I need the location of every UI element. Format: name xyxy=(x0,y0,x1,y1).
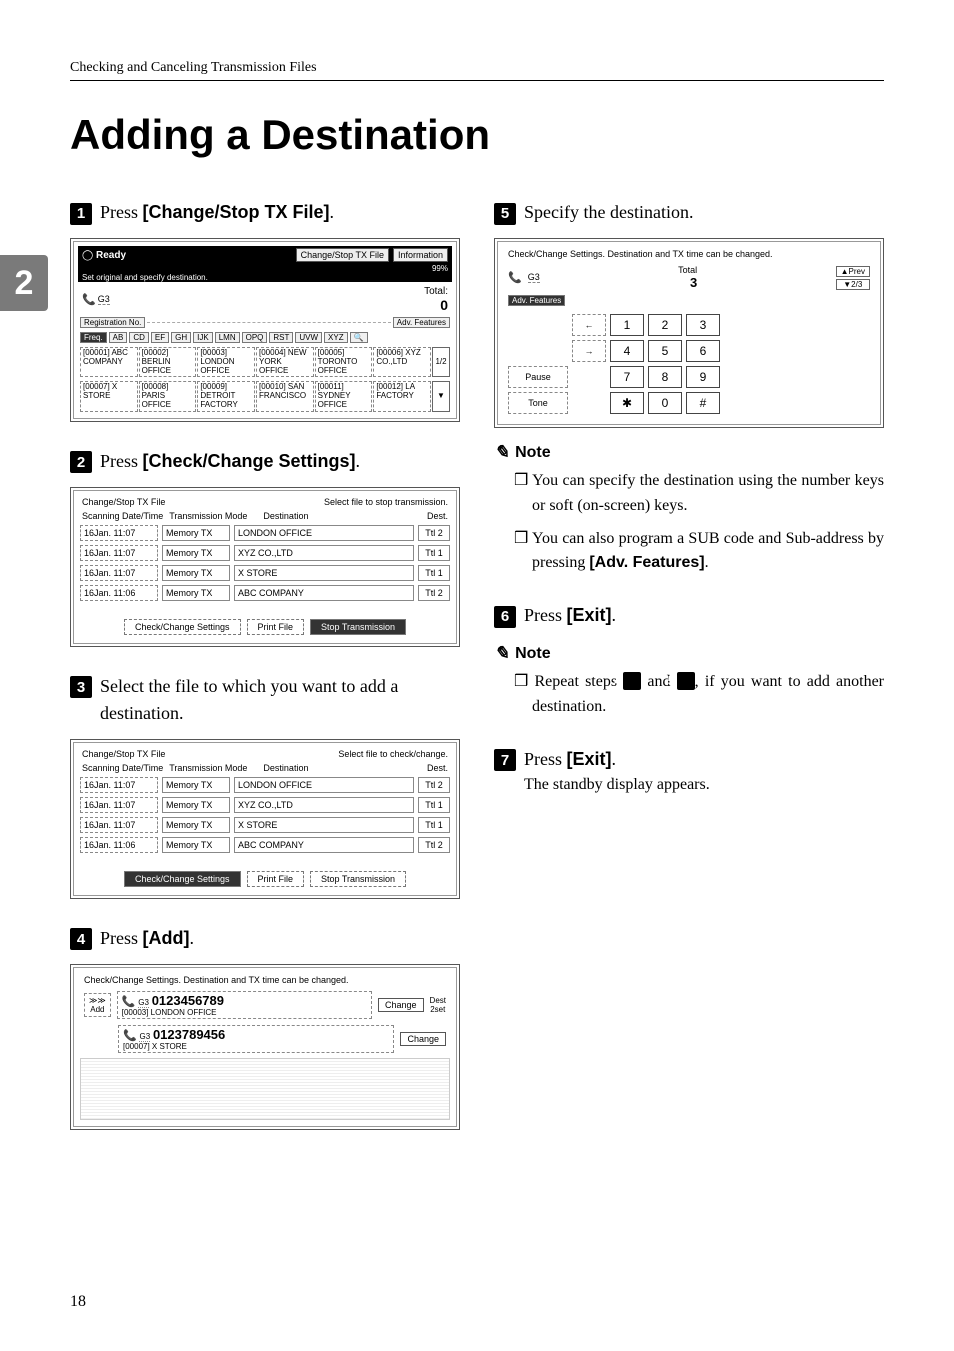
note-list-6: Repeat steps 4 and 5, if you want to add… xyxy=(494,670,884,720)
screenshot-ready: ◯ Ready Change/Stop TX File Information … xyxy=(70,238,460,422)
screenshot-file-list-check: Change/Stop TX File Select file to check… xyxy=(70,739,460,899)
chapter-tab: 2 xyxy=(0,255,48,311)
standby-text: The standby display appears. xyxy=(524,773,884,798)
pencil-icon xyxy=(494,643,509,664)
note-heading-6: Note xyxy=(494,643,884,664)
screenshot-file-list-stop: Change/Stop TX File Select file to stop … xyxy=(70,487,460,647)
step-7-text: Press [Exit]. xyxy=(524,746,616,773)
note-heading: Note xyxy=(494,442,884,463)
step-number-1: 1 xyxy=(70,203,92,225)
screenshot-add: Check/Change Settings. Destination and T… xyxy=(70,964,460,1130)
step-4-text: Press [Add]. xyxy=(100,925,194,952)
step-2-text: Press [Check/Change Settings]. xyxy=(100,448,360,475)
step-1-text: Press [Change/Stop TX File]. xyxy=(100,199,334,226)
step-number-6: 6 xyxy=(494,606,516,628)
step-number-5: 5 xyxy=(494,203,516,225)
step-3-text: Select the file to which you want to add… xyxy=(100,673,460,727)
page-number: 18 xyxy=(70,1293,86,1311)
step-number-4: 4 xyxy=(70,928,92,950)
note-list-5: You can specify the destination using th… xyxy=(494,469,884,576)
step-number-2: 2 xyxy=(70,451,92,473)
screenshot-keypad: Check/Change Settings. Destination and T… xyxy=(494,238,884,428)
page-title: Adding a Destination xyxy=(70,111,884,159)
step-6-text: Press [Exit]. xyxy=(524,602,616,629)
step-number-7: 7 xyxy=(494,749,516,771)
step-5-text: Specify the destination. xyxy=(524,199,693,226)
breadcrumb: Checking and Canceling Transmission File… xyxy=(70,60,884,81)
pencil-icon xyxy=(494,442,509,463)
step-number-3: 3 xyxy=(70,676,92,698)
